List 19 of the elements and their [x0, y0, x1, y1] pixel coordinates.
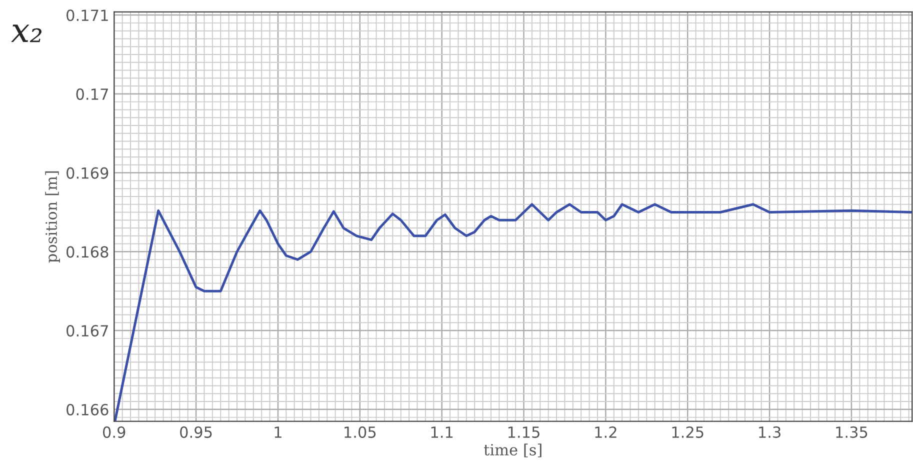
x-tick-label: 0.9: [102, 426, 126, 438]
y-tick-label: 0.166: [66, 404, 108, 416]
y-tick-label: 0.168: [66, 246, 108, 258]
x-axis-title: time [s]: [484, 444, 542, 458]
x-tick-label: 1.1: [431, 426, 453, 438]
x-tick-label: 1.2: [595, 426, 616, 438]
x-tick-label: 0.95: [180, 426, 212, 438]
y-tick-label: 0.167: [66, 325, 108, 337]
x-tick-label: 1.35: [836, 426, 868, 438]
chart-title: x₂: [11, 24, 42, 42]
x-tick-label: 1: [274, 426, 282, 438]
y-tick-label: 0.169: [66, 167, 108, 179]
y-axis-title: position [m]: [45, 171, 60, 263]
y-tick-label: 0.171: [66, 10, 108, 22]
x-tick-label: 1.25: [672, 426, 704, 438]
x-tick-label: 1.15: [508, 426, 540, 438]
y-tick-label: 0.17: [76, 88, 108, 100]
x-tick-label: 1.3: [759, 426, 780, 438]
x-tick-label: 1.05: [344, 426, 376, 438]
